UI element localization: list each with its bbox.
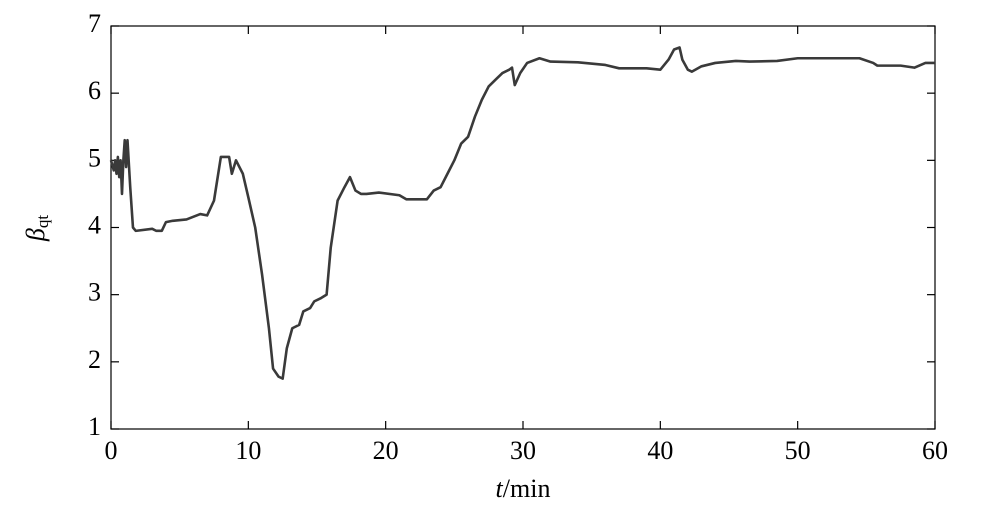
data-line [109, 46, 935, 380]
y-tick-label: 5 [88, 143, 101, 172]
y-tick-label: 2 [88, 345, 101, 374]
x-tick-label: 40 [647, 436, 673, 465]
x-tick-label: 30 [510, 436, 536, 465]
x-tick-label: 60 [922, 436, 948, 465]
y-tick-label: 6 [88, 76, 101, 105]
y-tick-label: 7 [88, 9, 101, 38]
x-axis-label: t/min [496, 474, 551, 503]
x-tick-label: 50 [785, 436, 811, 465]
y-tick-label: 3 [88, 278, 101, 307]
y-axis-label: βqt [21, 215, 52, 242]
x-tick-label: 0 [105, 436, 118, 465]
x-tick-label: 10 [235, 436, 261, 465]
x-label-unit: /min [503, 474, 551, 503]
x-tick-label: 20 [373, 436, 399, 465]
plot-frame [110, 25, 936, 430]
y-tick-label: 1 [88, 412, 101, 441]
y-label-main: β [21, 228, 50, 242]
y-tick-label: 4 [88, 210, 101, 239]
y-label-sub: qt [33, 215, 52, 229]
x-label-var: t [496, 474, 504, 503]
